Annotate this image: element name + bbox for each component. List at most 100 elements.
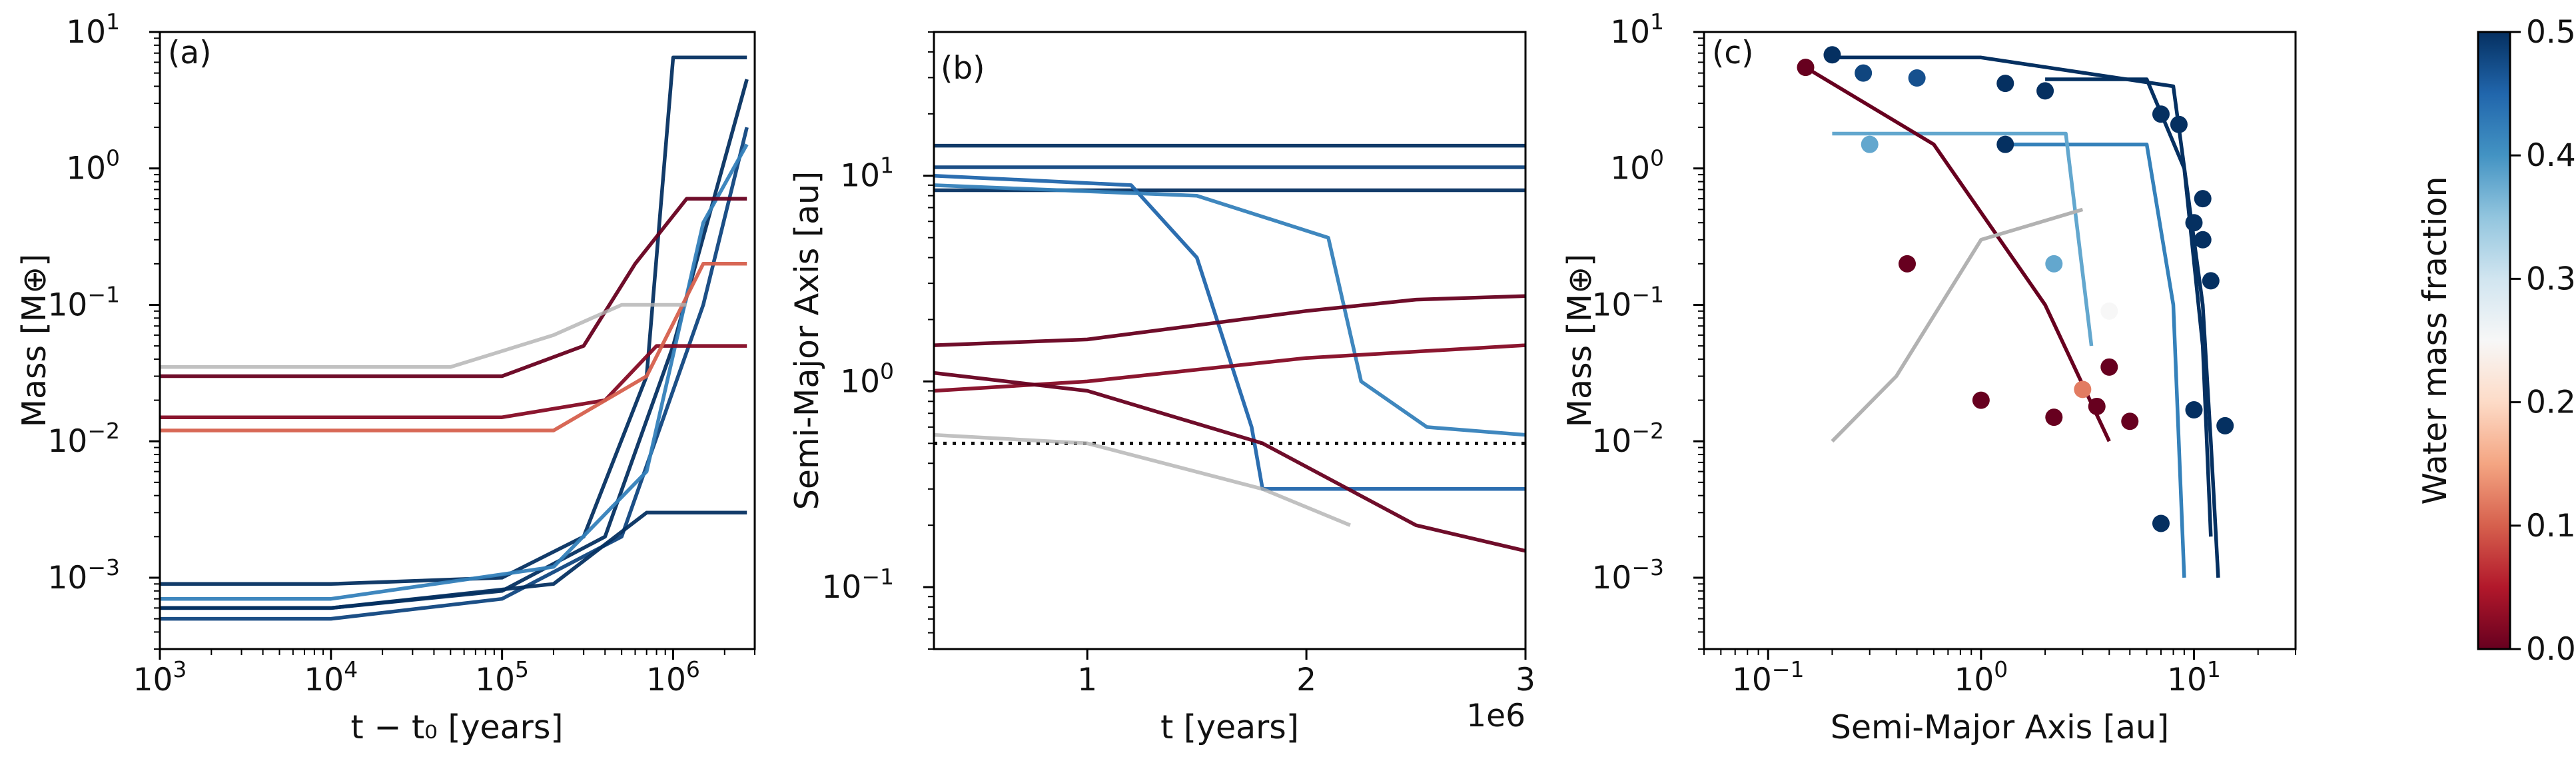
series-line [160,197,747,379]
final-planet-point [2194,190,2212,208]
final-planet-point [2170,115,2188,133]
series-line [934,294,1525,347]
final-planet-point [1972,391,1990,409]
final-planet-point [2216,416,2234,434]
colorbar-tick-label: 0.1 [2526,508,2576,544]
x-tick-label: 1 [1077,662,1097,698]
panel-c-axes: 10−1 100 101 10−3 10−2 10−1 100 101 [1592,9,2296,698]
panel-b-xlabel: t [years] [1160,708,1299,746]
final-planet-point [1855,64,1873,82]
series-line [160,143,749,601]
final-planet-point [2152,514,2170,532]
series-line [160,510,747,610]
final-planet-point [2036,82,2054,100]
y-tick-label: 10−1 [1592,281,1664,323]
x-tick-label: 106 [646,656,700,698]
colorbar-tick-label: 0.3 [2526,261,2576,297]
final-planet-point [2185,401,2203,419]
final-planet-point [2045,255,2063,273]
panel-b-label: (b) [941,50,985,87]
y-tick-label: 10−1 [48,281,120,323]
x-tick-label: 104 [304,656,358,698]
track-line [2005,142,2186,578]
panel-c-frame [1703,31,2297,650]
x-tick-label: 103 [133,656,187,698]
y-tick-label: 10−3 [48,554,120,596]
y-tick-label: 100 [66,145,120,187]
series-line [160,55,747,586]
colorbar-tick-label: 0.4 [2526,137,2576,174]
y-tick-label: 101 [66,9,120,51]
panel-c: 10−1 100 101 10−3 10−2 10−1 100 101 (c) Semi-Ma… [1561,9,2297,746]
x-tick-label: 105 [475,656,529,698]
final-planet-point [2185,214,2203,232]
track-line [1832,55,2220,578]
final-planet-point [2100,302,2118,320]
y-tick-label: 10−2 [48,418,120,460]
panel-a-label: (a) [168,35,211,71]
y-tick-label: 10−1 [822,564,894,606]
colorbar-tick-label: 0.2 [2526,384,2576,421]
colorbar-ticks: 0.0 0.1 0.2 0.3 0.4 0.5 [2510,14,2576,668]
panel-c-xlabel: Semi-Major Axis [au] [1831,708,2169,746]
track-line [1831,207,2084,443]
final-planet-point [1996,135,2014,153]
series-line [160,262,747,432]
y-tick-label: 10−3 [1592,554,1664,596]
panel-b: 1 2 3 10−1 100 101 (b) t [years] 1e6 Semi-Maj… [788,31,1535,746]
panel-a-ylabel: Mass [M⊕] [15,254,53,428]
final-planet-point [2202,272,2220,290]
series-line [934,371,1525,553]
x-tick-label: 10−1 [1732,656,1804,698]
panel-a-xlabel: t − t₀ [years] [351,708,564,746]
track-line [1832,131,2094,347]
x-tick-label: 2 [1296,662,1316,698]
x-tick-label: 100 [1954,656,2008,698]
y-tick-label: 100 [840,358,894,400]
final-planet-point [2100,358,2118,376]
final-planet-point [2152,105,2170,123]
final-planet-point [2045,408,2063,426]
panel-b-offset-label: 1e6 [1466,698,1525,734]
y-tick-label: 101 [840,153,894,195]
series-line [934,173,1525,491]
panel-a: 103 104 105 106 10−3 10−2 10−1 100 101 (a) t − t… [15,9,756,746]
series-line [934,432,1351,527]
y-tick-label: 100 [1610,145,1664,187]
track-line [1805,65,2111,442]
colorbar-tick-label: 0.5 [2526,14,2576,51]
final-planet-point [1899,255,1917,273]
colorbar: 0.0 0.1 0.2 0.3 0.4 0.5 Water mass fraction [2416,14,2576,668]
panel-b-axes: 1 2 3 10−1 100 101 [822,31,1535,698]
final-planet-point [2088,397,2106,415]
panel-c-tracks [1797,46,2234,578]
panel-b-frame [933,31,1527,650]
final-planet-point [1861,135,1879,153]
colorbar-label: Water mass fraction [2416,176,2454,504]
y-tick-label: 101 [1610,9,1664,51]
colorbar-tick-label: 0.0 [2526,631,2576,668]
final-planet-point [1996,75,2014,93]
panel-b-lines [934,143,1525,553]
series-line [160,79,749,610]
final-planet-point [1797,59,1815,77]
panel-c-ylabel: Mass [M⊕] [1561,254,1599,428]
panel-a-lines [160,55,749,621]
panel-b-ylabel: Semi-Major Axis [au] [788,171,826,510]
x-tick-label: 3 [1515,662,1535,698]
x-tick-label: 101 [2167,656,2221,698]
final-planet-point [1823,46,1841,64]
series-line [934,183,1525,437]
track-line [2045,77,2213,537]
series-line [934,343,1525,393]
colorbar-gradient [2477,31,2511,650]
y-tick-label: 10−2 [1592,418,1664,460]
series-line [160,303,687,369]
final-planet-point [2121,412,2139,430]
series-line [160,127,749,621]
final-planet-point [2074,381,2092,398]
final-planet-point [2194,231,2212,249]
final-planet-point [1908,69,1926,87]
panel-c-label: (c) [1712,35,1754,71]
